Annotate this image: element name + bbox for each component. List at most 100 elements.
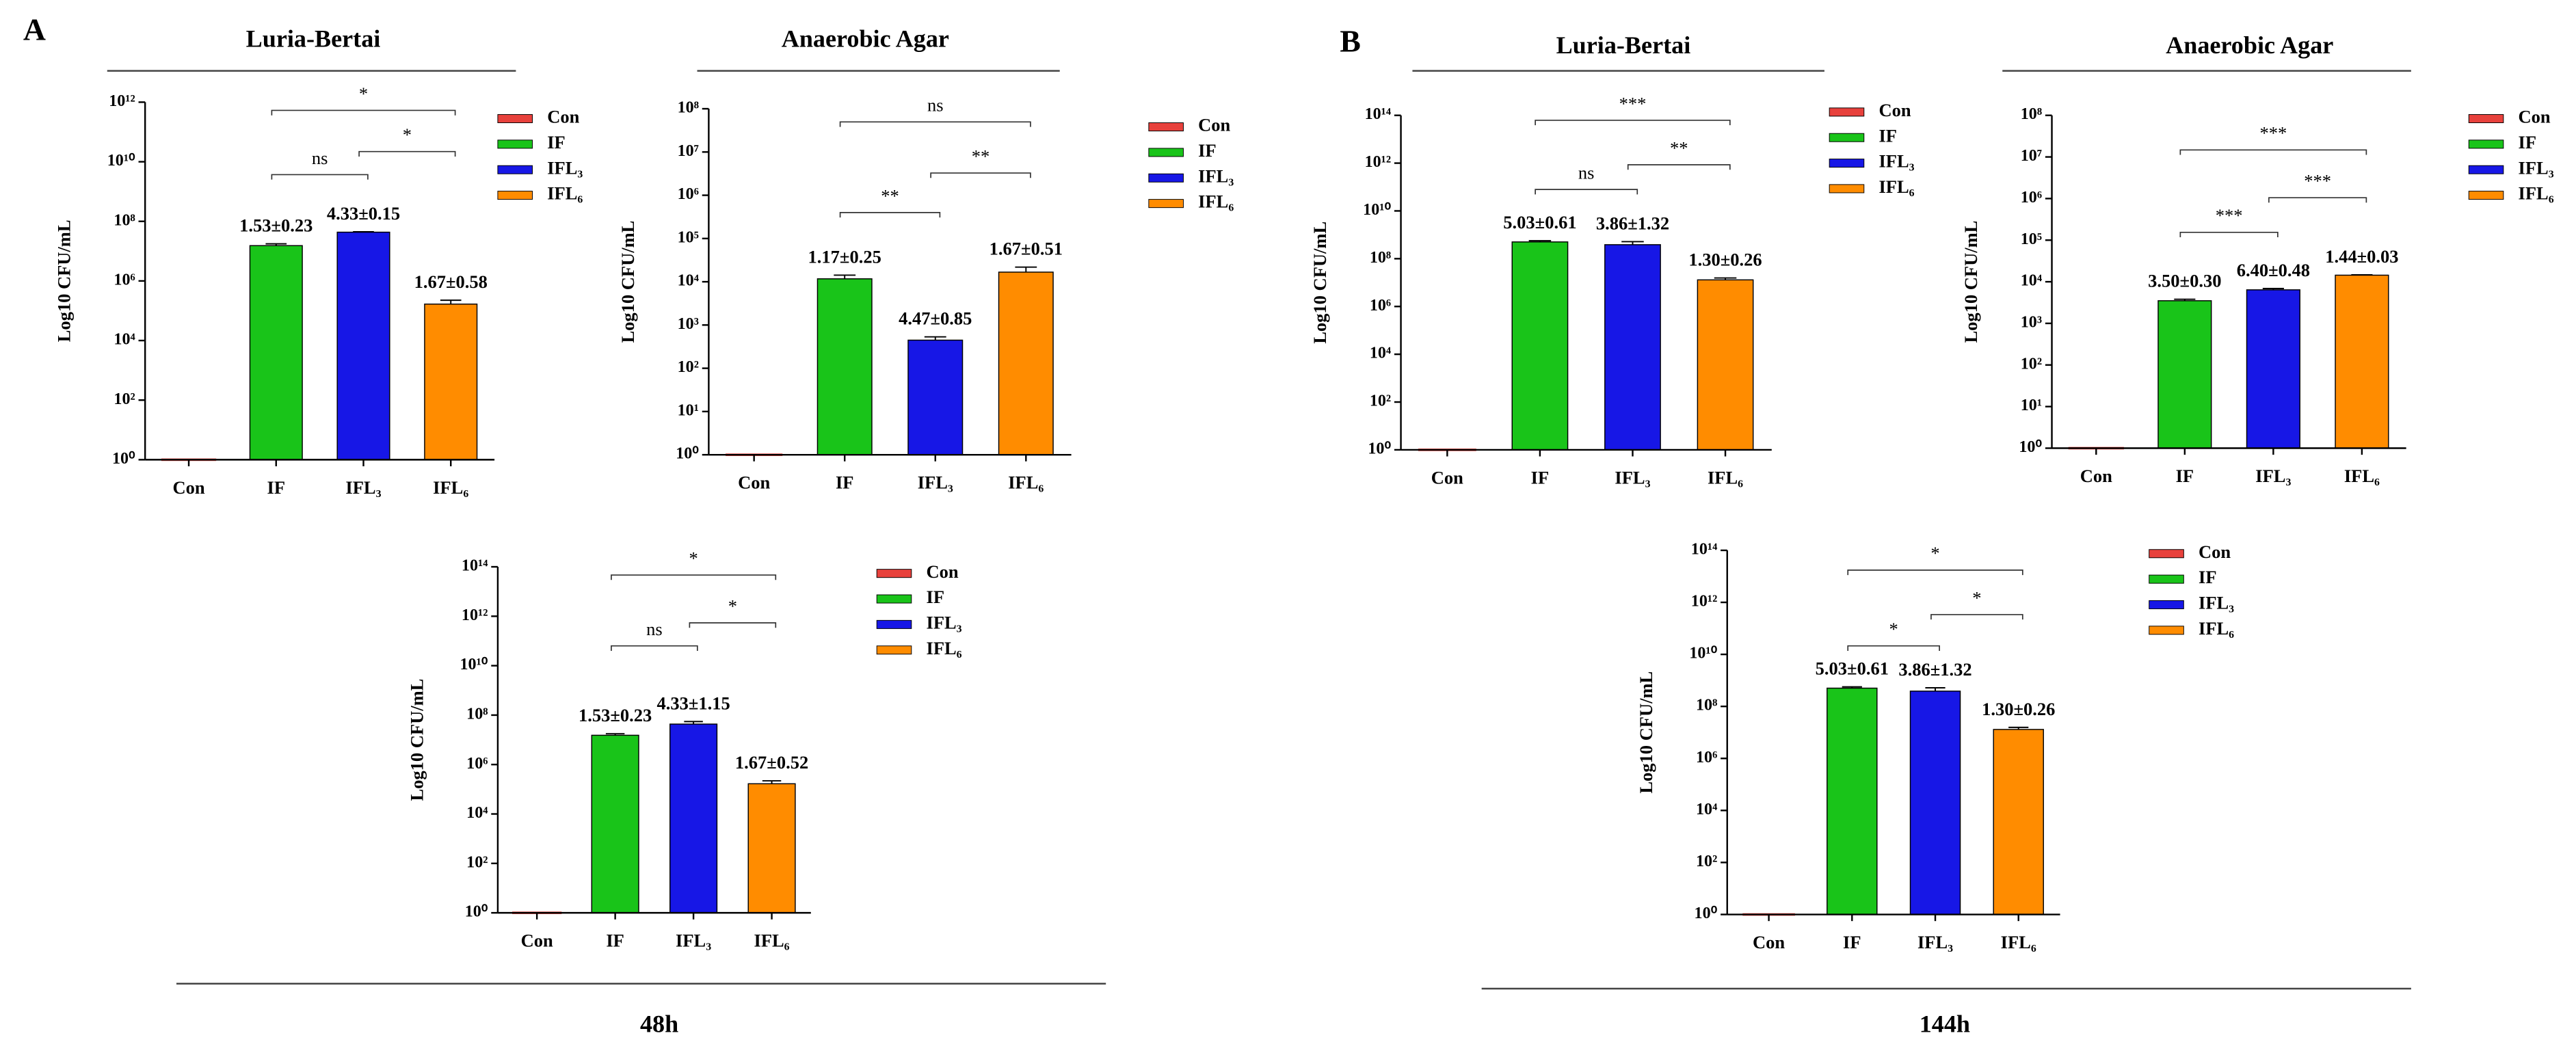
- y-tick-label: 10³: [2021, 313, 2042, 331]
- bar: [1604, 244, 1661, 451]
- x-tick-label: IFL₃: [1917, 932, 1953, 952]
- error-bar: [1621, 241, 1644, 245]
- significance-label: **: [881, 185, 899, 206]
- x-tick-label: IF: [1531, 467, 1550, 487]
- legend-label: Con: [2519, 107, 2551, 127]
- y-axis-label: Log10 CFU/mL: [618, 221, 638, 343]
- y-tick-label: 10²: [466, 853, 488, 871]
- bar: [907, 339, 964, 455]
- y-tick-label: 10⁸: [678, 99, 699, 117]
- significance-bracket: [2179, 149, 2367, 155]
- legend-label: Con: [1198, 115, 1230, 135]
- legend-swatch: [876, 594, 912, 604]
- significance-label: ns: [1578, 163, 1595, 183]
- error-bar: [924, 336, 946, 340]
- legend-label: IFL₆: [1878, 176, 1914, 197]
- panel-caption: 48h: [640, 1011, 678, 1038]
- x-tick-label: Con: [172, 477, 204, 498]
- y-tick-label: 10²: [1370, 392, 1391, 410]
- y-tick-label: 10⁶: [1370, 297, 1391, 315]
- y-tick-label: 10⁰: [1368, 440, 1391, 457]
- value-label: 1.30±0.26: [1982, 699, 2055, 719]
- x-tick-label: IF: [267, 477, 286, 498]
- y-tick-label: 10¹: [678, 401, 699, 419]
- y-tick-label: 10⁴: [1696, 801, 1717, 818]
- y-tick-label: 10¹⁰: [460, 656, 488, 673]
- legend-label: IF: [2519, 132, 2537, 152]
- y-tick-label: 10²: [678, 358, 699, 376]
- significance-bracket: [358, 150, 456, 157]
- y-tick-label: 10⁰: [676, 445, 699, 463]
- y-axis-label: Log10 CFU/mL: [1961, 221, 1981, 343]
- y-tick-label: 10¹²: [462, 606, 488, 624]
- legend-label: Con: [927, 561, 959, 582]
- significance-label: *: [1972, 587, 1981, 608]
- legend-swatch: [2468, 165, 2504, 174]
- bar: [1993, 729, 2044, 915]
- chart-title: Anaerobic Agar: [2166, 31, 2333, 59]
- value-label: 1.53±0.23: [579, 705, 652, 725]
- y-tick-label: 10⁴: [678, 272, 699, 290]
- x-tick-label: IF: [1843, 932, 1861, 952]
- value-label: 3.86±1.32: [1898, 659, 1971, 680]
- y-tick-label: 10⁰: [112, 450, 135, 468]
- value-label: 1.44±0.03: [2325, 246, 2398, 267]
- y-tick-label: 10¹²: [1691, 593, 1718, 611]
- significance-bracket: [1535, 189, 1638, 195]
- y-tick-label: 10³: [678, 315, 699, 333]
- legend-swatch: [2468, 139, 2504, 149]
- legend-swatch: [2149, 549, 2184, 559]
- y-tick-label: 10¹⁰: [1689, 645, 1717, 663]
- significance-label: *: [403, 124, 412, 145]
- error-bar: [834, 274, 856, 279]
- bar: [816, 278, 873, 455]
- x-tick-label: IFL₆: [754, 931, 790, 951]
- y-axis-label: Log10 CFU/mL: [1636, 671, 1656, 794]
- error-bar: [265, 243, 287, 246]
- x-tick-label: IFL₃: [918, 472, 953, 493]
- y-tick-label: 10⁶: [1696, 749, 1717, 766]
- value-label: 1.67±0.58: [414, 271, 488, 292]
- y-tick-label: 10¹⁴: [1365, 105, 1392, 123]
- significance-label: ***: [2259, 123, 2287, 144]
- y-tick-label: 10⁰: [465, 903, 488, 921]
- legend-swatch: [1148, 199, 1184, 209]
- legend-label: IFL₃: [1878, 151, 1914, 172]
- legend-label: IFL₃: [2199, 593, 2234, 613]
- legend-label: IFL₃: [2519, 157, 2554, 178]
- y-tick-label: 10⁴: [2021, 272, 2042, 290]
- y-tick-label: 10²: [2021, 355, 2042, 373]
- x-tick-label: IFL₆: [2344, 466, 2380, 486]
- error-bar: [605, 733, 625, 736]
- error-bar: [1528, 240, 1552, 242]
- x-tick-label: IFL₆: [1708, 467, 1743, 487]
- bar: [1697, 279, 1754, 451]
- legend-label: IF: [927, 587, 945, 607]
- y-tick-label: 10⁸: [466, 705, 488, 723]
- legend-label: IFL₆: [2199, 618, 2234, 639]
- legend-label: Con: [1878, 100, 1911, 120]
- significance-bracket: [271, 174, 369, 180]
- bar: [1827, 687, 1878, 915]
- significance-label: **: [1670, 137, 1688, 158]
- legend-swatch: [497, 191, 533, 200]
- significance-label: ***: [1619, 93, 1647, 113]
- value-label: 3.86±1.32: [1596, 213, 1669, 233]
- legend-label: IF: [1198, 140, 1217, 161]
- value-label: 1.67±0.51: [990, 239, 1063, 259]
- legend-swatch: [1148, 148, 1184, 157]
- legend-swatch: [876, 619, 912, 629]
- significance-bracket: [930, 172, 1031, 178]
- significance-bracket: [1847, 645, 1940, 651]
- error-bar: [1714, 277, 1737, 280]
- chart-title: Anaerobic Agar: [782, 25, 949, 53]
- y-tick-label: 10⁶: [678, 185, 699, 203]
- value-label: 4.47±0.85: [899, 308, 972, 329]
- error-bar: [2351, 273, 2373, 276]
- y-tick-label: 10⁰: [1695, 905, 1718, 922]
- legend-label: IF: [1878, 125, 1897, 146]
- y-tick-label: 10⁷: [678, 142, 699, 160]
- x-tick-label: Con: [521, 931, 553, 951]
- chart-title: Luria-Bertai: [246, 25, 381, 53]
